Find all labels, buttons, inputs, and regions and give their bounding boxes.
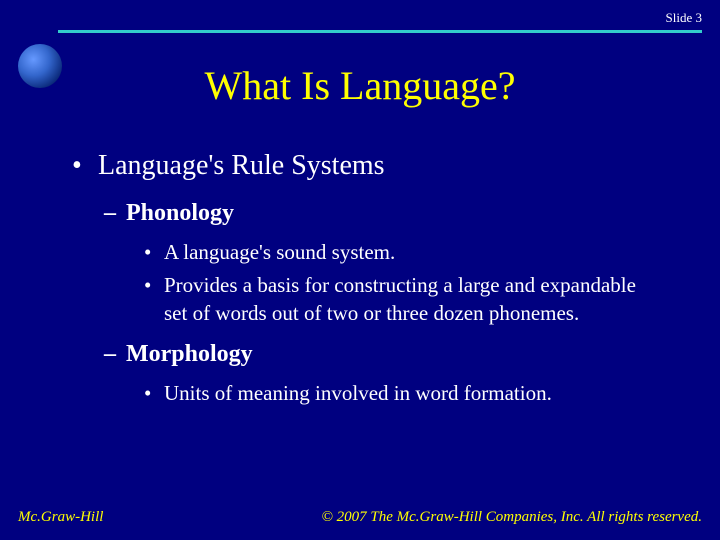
section-heading: Phonology [104,200,680,227]
content-area: Language's Rule Systems Phonology A lang… [72,150,680,421]
slide-title: What Is Language? [0,62,720,109]
slide-number: Slide 3 [666,10,702,26]
section-morphology: Morphology Units of meaning involved in … [72,341,680,407]
footer-publisher: Mc.Graw-Hill [18,509,103,526]
section-phonology: Phonology A language's sound system. Pro… [72,200,680,327]
section-point: Units of meaning involved in word format… [144,380,680,407]
section-point: Provides a basis for constructing a larg… [144,272,680,327]
footer-copyright: © 2007 The Mc.Graw-Hill Companies, Inc. … [321,509,702,526]
section-point: A language's sound system. [144,239,680,266]
divider-line [58,30,702,33]
section-heading: Morphology [104,341,680,368]
main-bullet: Language's Rule Systems [72,150,680,182]
